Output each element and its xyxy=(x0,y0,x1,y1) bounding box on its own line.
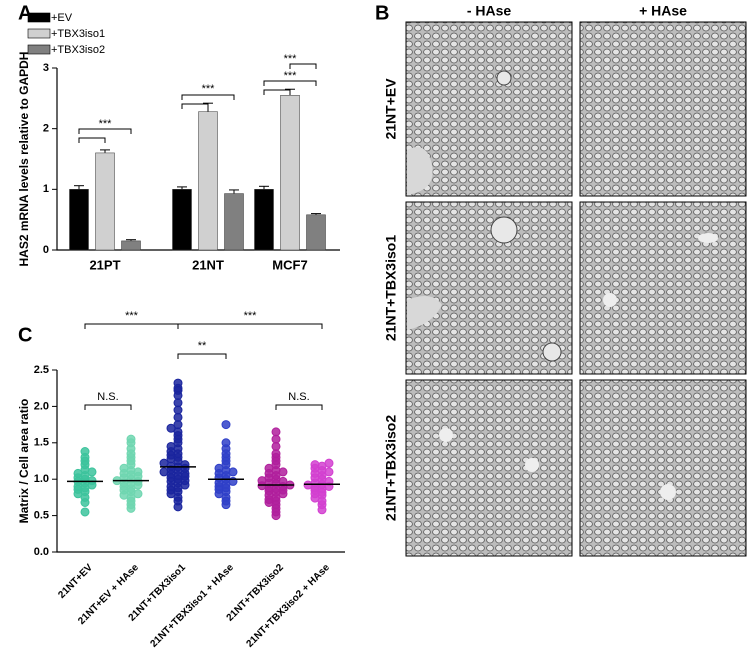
dot xyxy=(264,463,274,473)
significance: *** xyxy=(202,83,216,95)
significance: *** xyxy=(284,70,298,82)
micrograph xyxy=(579,21,747,197)
y-tick-label: 0 xyxy=(43,244,49,256)
y-tick-label: 2 xyxy=(43,123,49,135)
bar xyxy=(306,214,326,251)
row-label: 21NT+TBX3iso1 xyxy=(383,235,399,341)
bar xyxy=(69,189,89,251)
x-tick-label: 21PT xyxy=(89,257,120,272)
matrix-patch xyxy=(407,296,442,330)
y-tick-label: 2.0 xyxy=(34,400,49,412)
row-label: 21NT+EV xyxy=(383,78,399,140)
dot xyxy=(173,378,183,388)
significance: *** xyxy=(244,310,258,322)
cell-blob xyxy=(490,216,518,244)
cell-blob xyxy=(698,233,718,243)
dot xyxy=(119,463,129,473)
cell-blob xyxy=(439,428,453,442)
y-axis-label: HAS2 mRNA levels relative to GAPDH xyxy=(17,52,31,267)
dot xyxy=(80,447,90,457)
bracket xyxy=(181,103,209,109)
bracket xyxy=(84,323,179,329)
x-tick-label: 21NT+TBX3iso2 + HAse xyxy=(244,562,332,649)
micrograph xyxy=(405,201,573,375)
dot xyxy=(221,438,231,448)
dot xyxy=(80,507,90,517)
legend-swatch xyxy=(27,12,51,23)
bracket xyxy=(78,137,106,143)
bracket xyxy=(275,404,323,410)
y-tick-label: 3 xyxy=(43,62,49,74)
dot xyxy=(214,463,224,473)
x-tick-label: 21NT+TBX3iso1 + HAse xyxy=(148,562,236,649)
micrograph xyxy=(405,21,573,197)
y-tick-label: 0.0 xyxy=(34,546,49,558)
y-tick-label: 0.5 xyxy=(34,510,49,522)
cell-blob xyxy=(496,70,512,86)
dot xyxy=(73,468,83,478)
y-tick-label: 1 xyxy=(43,183,49,195)
micrograph xyxy=(579,201,747,375)
cell-blob xyxy=(603,293,617,307)
micrograph xyxy=(405,379,573,557)
micrograph-grid: - HAse + HAse 21NT+EV 21NT+TBX3iso1 21NT… xyxy=(383,3,747,557)
y-tick-label: 2.5 xyxy=(34,364,49,376)
legend-swatch xyxy=(27,28,51,39)
bracket xyxy=(181,94,235,100)
significance: N.S. xyxy=(288,391,309,403)
dot xyxy=(271,427,281,437)
legend-swatch xyxy=(27,44,51,55)
bracket xyxy=(289,63,317,69)
x-tick-label: 21NT xyxy=(192,257,224,272)
bracket xyxy=(263,89,291,95)
cell-blob xyxy=(660,484,676,500)
dot xyxy=(166,441,176,451)
y-axis-label: Matrix / Cell area ratio xyxy=(17,399,31,524)
legend-label: +EV xyxy=(51,12,73,24)
column-header: - HAse xyxy=(467,3,512,19)
cell-blob xyxy=(525,458,539,472)
bracket xyxy=(263,80,317,86)
significance: ** xyxy=(198,340,207,352)
bracket xyxy=(177,353,227,359)
bar xyxy=(121,240,141,251)
significance: *** xyxy=(99,118,113,130)
bracket xyxy=(177,323,323,329)
legend-label: +TBX3iso2 xyxy=(51,44,105,56)
bar xyxy=(95,152,115,251)
column-header: + HAse xyxy=(639,3,687,19)
bar xyxy=(254,189,274,251)
matrix-patch xyxy=(407,147,433,195)
bar xyxy=(198,111,218,251)
panel-label: B xyxy=(375,2,389,24)
bar xyxy=(172,189,192,251)
cell-blob xyxy=(542,342,562,362)
row-label: 21NT+TBX3iso2 xyxy=(383,415,399,521)
dot xyxy=(166,423,176,433)
dot xyxy=(126,434,136,444)
significance: *** xyxy=(125,310,139,322)
dot xyxy=(310,460,320,470)
bracket xyxy=(78,128,132,134)
y-tick-label: 1.5 xyxy=(34,437,49,449)
bracket xyxy=(84,404,132,410)
x-tick-label: MCF7 xyxy=(272,257,307,272)
significance: *** xyxy=(284,53,298,65)
panel-label: C xyxy=(18,324,32,346)
micrograph xyxy=(579,379,747,557)
x-tick-label: 21NT+EV xyxy=(56,562,95,601)
bar xyxy=(224,193,244,251)
dot xyxy=(221,420,231,430)
y-tick-label: 1.0 xyxy=(34,473,49,485)
legend-label: +TBX3iso1 xyxy=(51,28,105,40)
bar xyxy=(280,95,300,251)
significance: N.S. xyxy=(97,391,118,403)
dot xyxy=(324,458,334,468)
